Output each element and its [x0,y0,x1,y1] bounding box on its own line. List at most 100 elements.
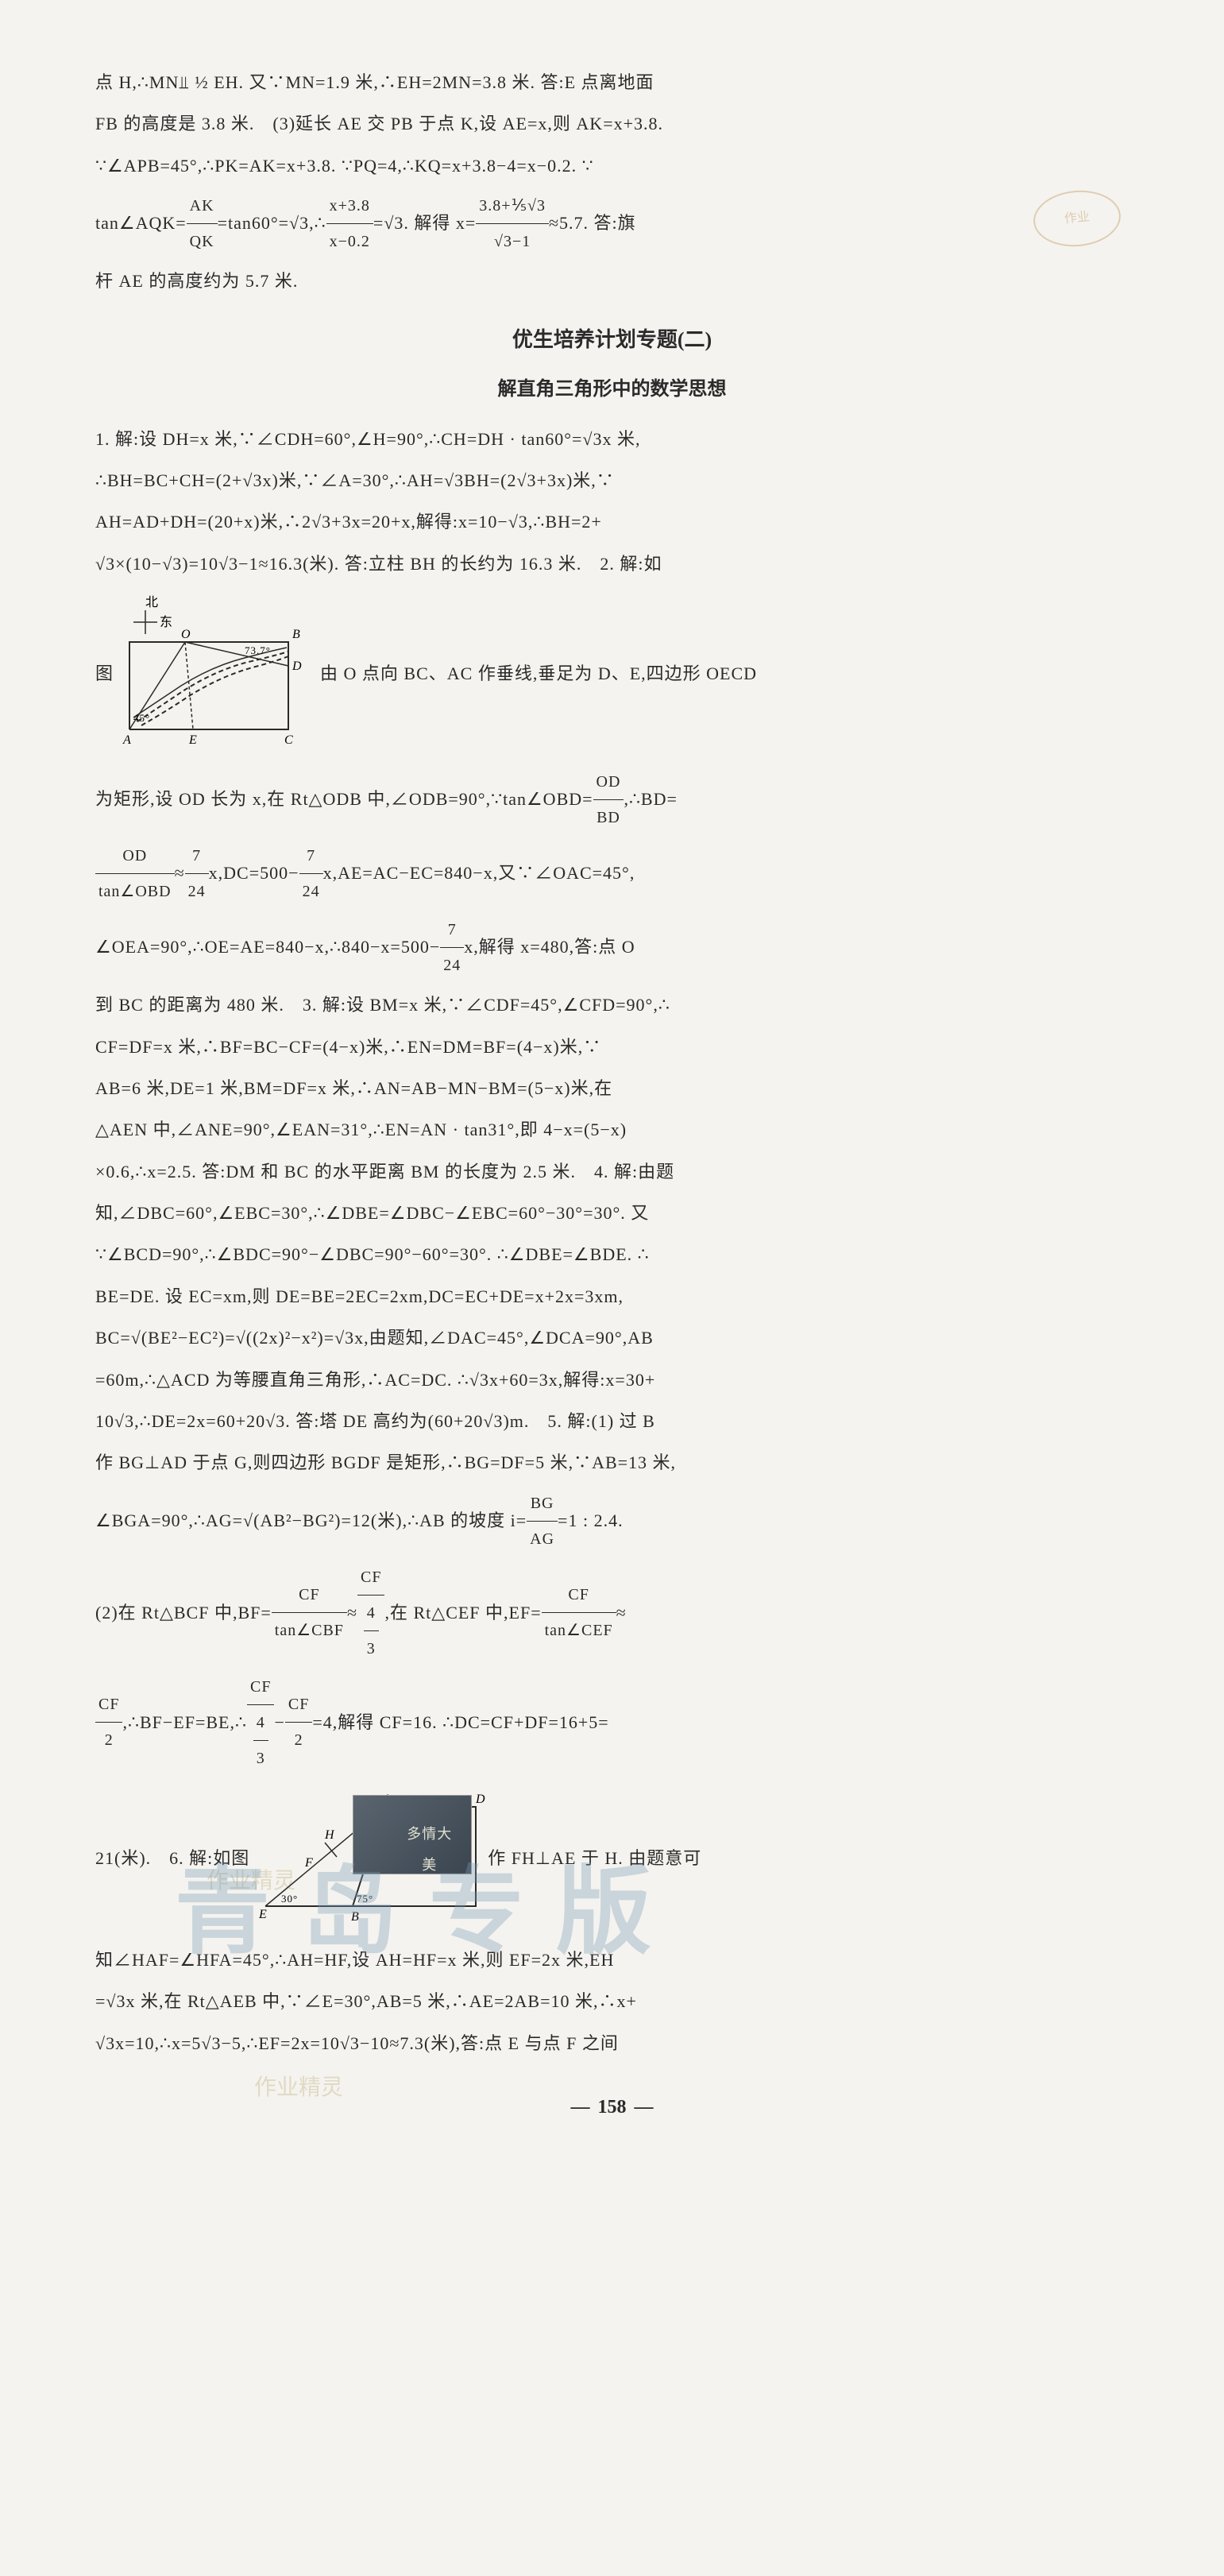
text-fragment: =4,解得 CF=16. ∴DC=CF+DF=16+5= [312,1704,608,1742]
label-angle1: 73.7° [245,644,271,656]
nested-fraction: 4 3 [253,1705,268,1776]
text-fragment: x,AE=AC−EC=840−x,又∵∠OAC=45°, [323,854,635,892]
fraction: x+3.8 x−0.2 [326,188,373,259]
stamp-text: 作业 [1064,203,1091,234]
text-fragment: ,∴BD= [624,780,677,818]
fraction: OD tan∠OBD [95,838,175,909]
label-angle1: 30° [281,1893,298,1905]
diagram-svg: 北 东 O B D A E C 73.7° 45° [114,594,320,753]
text-line: 作 BG⊥AD 于点 G,则四边形 BGDF 是矩形,∴BG=DF=5 米,∵A… [95,1444,1129,1482]
text-fragment: (2)在 Rt△BCF 中,BF= [95,1594,272,1632]
text-line: tan∠AQK= AK QK =tan60°=√3,∴ x+3.8 x−0.2 … [95,188,1129,259]
text-fragment: x,DC=500− [209,854,299,892]
numerator: CF [542,1577,616,1613]
numerator: OD [593,764,624,800]
text-line-with-diagram: 图 北 东 O B D A E C 73.7° [95,586,1129,761]
text-line: 杆 AE 的高度约为 5.7 米. [95,262,1129,300]
text-line: CF=DF=x 米,∴BF=BC−CF=(4−x)米,∴EN=DM=BF=(4−… [95,1028,1129,1066]
diagram-photo-text: 多情大 美 [407,1819,452,1882]
denominator: QK [187,224,218,259]
text-fragment: ≈5.7. 答:旗 [549,204,636,242]
numerator: x+3.8 [326,188,373,224]
numerator: CF [285,1687,312,1723]
text-line: △AEN 中,∠ANE=90°,∠EAN=31°,∴EN=AN · tan31°… [95,1111,1129,1149]
page-number: 158 [95,2087,1129,2129]
text-line: ×0.6,∴x=2.5. 答:DM 和 BC 的水平距离 BM 的长度为 2.5… [95,1153,1129,1191]
text-line: √3x=10,∴x=5√3−5,∴EF=2x=10√3−10≈7.3(米),答:… [95,2025,1129,2063]
numerator: CF [247,1669,274,1705]
text-line: FB 的高度是 3.8 米. (3)延长 AE 交 PB 于点 K,设 AE=x… [95,105,1129,143]
fraction: 3.8+⅕√3 √3−1 [476,188,549,259]
text-line: √3×(10−√3)=10√3−1≈16.3(米). 答:立柱 BH 的长约为 … [95,545,1129,583]
label-d: D [292,659,303,673]
text-fragment: =tan60°=√3,∴ [218,204,326,242]
label-h: H [324,1828,335,1842]
fraction: CF 4 3 [357,1560,384,1666]
label-e: E [188,733,198,747]
text-line: AB=6 米,DE=1 米,BM=DF=x 米,∴AN=AB−MN−BM=(5−… [95,1069,1129,1108]
text-fragment: ∠BGA=90°,∴AG=√(AB²−BG²)=12(米),∴AB 的坡度 i= [95,1502,527,1540]
text-fragment: 作 FH⊥AE 于 H. 由题意可 [488,1839,701,1878]
numerator: 4 [364,1595,379,1631]
text-line: =60m,∴△ACD 为等腰直角三角形,∴AC=DC. ∴√3x+60=3x,解… [95,1361,1129,1399]
text-line: 为矩形,设 OD 长为 x,在 Rt△ODB 中,∠ODB=90°,∵tan∠O… [95,764,1129,835]
numerator: AK [187,188,218,224]
fraction: OD BD [593,764,624,835]
numerator: CF [95,1687,122,1723]
label-angle2: 75° [357,1893,373,1905]
text-line: BE=DE. 设 EC=xm,则 DE=BE=2EC=2xm,DC=EC+DE=… [95,1278,1129,1316]
fraction: CF 2 [285,1687,312,1758]
text-line: 到 BC 的距离为 480 米. 3. 解:设 BM=x 米,∵∠CDF=45°… [95,986,1129,1024]
fraction: CF 4 3 [247,1669,274,1776]
denominator: 2 [285,1723,312,1758]
denominator: 24 [185,874,209,909]
text-fragment: 21(米). 6. 解:如图 [95,1839,249,1878]
label-d: D [475,1793,486,1806]
denominator: BD [593,800,624,835]
numerator: OD [95,838,175,874]
fraction: CF 2 [95,1687,122,1758]
text-fragment: ≈ [616,1594,627,1632]
label-north: 北 [145,595,159,609]
denominator: x−0.2 [326,224,373,259]
fraction: 7 24 [185,838,209,909]
numerator: 3.8+⅕√3 [476,188,549,224]
label-angle2: 45° [133,712,150,724]
fraction: CF tan∠CEF [542,1577,616,1648]
denominator: √3−1 [476,224,549,259]
denominator: 3 [253,1741,268,1776]
numerator: 7 [185,838,209,874]
text-line: 知,∠DBC=60°,∠EBC=30°,∴∠DBE=∠DBC−∠EBC=60°−… [95,1194,1129,1232]
label-e: E [258,1908,268,1921]
denominator: 2 [95,1723,122,1758]
text-fragment: 图 [95,655,114,693]
label-east: 东 [160,615,173,629]
numerator: 4 [253,1705,268,1741]
fraction: AK QK [187,188,218,259]
text-fragment: − [274,1704,284,1742]
text-line: AH=AD+DH=(20+x)米,∴2√3+3x=20+x,解得:x=10−√3… [95,503,1129,541]
label-f: F [304,1856,314,1870]
numerator: 7 [440,912,464,948]
diagram-2: A D E B H F 30° 75° 多情大 美 [249,1787,488,1930]
denominator: 4 3 [357,1595,384,1666]
text-line: ∴BH=BC+CH=(2+√3x)米,∵∠A=30°,∴AH=√3BH=(2√3… [95,462,1129,500]
numerator: 7 [299,838,323,874]
text-fragment: =1 : 2.4. [558,1502,624,1540]
label-b: B [292,628,301,641]
fraction: 7 24 [440,912,464,983]
text-fragment: x,解得 x=480,答:点 O [464,928,635,966]
denominator: tan∠CEF [542,1613,616,1648]
denominator: AG [527,1522,558,1557]
text-line: ∠OEA=90°,∴OE=AE=840−x,∴840−x=500− 7 24 x… [95,912,1129,983]
numerator: CF [272,1577,347,1613]
diagram-1: 北 东 O B D A E C 73.7° 45° [114,594,320,753]
text-line: ∵∠APB=45°,∴PK=AK=x+3.8. ∵PQ=4,∴KQ=x+3.8−… [95,147,1129,185]
text-line: CF 2 ,∴BF−EF=BE,∴ CF 4 3 − CF 2 =4,解得 CF… [95,1669,1129,1776]
section-title: 优生培养计划专题(二) [95,317,1129,362]
text-line: =√3x 米,在 Rt△AEB 中,∵∠E=30°,AB=5 米,∴AE=2AB… [95,1982,1129,2021]
text-line: 知∠HAF=∠HFA=45°,∴AH=HF,设 AH=HF=x 米,则 EF=2… [95,1941,1129,1979]
text-line: 点 H,∴MN⫫ ½ EH. 又∵MN=1.9 米,∴EH=2MN=3.8 米.… [95,64,1129,102]
denominator: tan∠OBD [95,874,175,909]
text-line-with-diagram: 21(米). 6. 解:如图 A D E B H F 30° 75° 多情大 美 [95,1779,1129,1938]
